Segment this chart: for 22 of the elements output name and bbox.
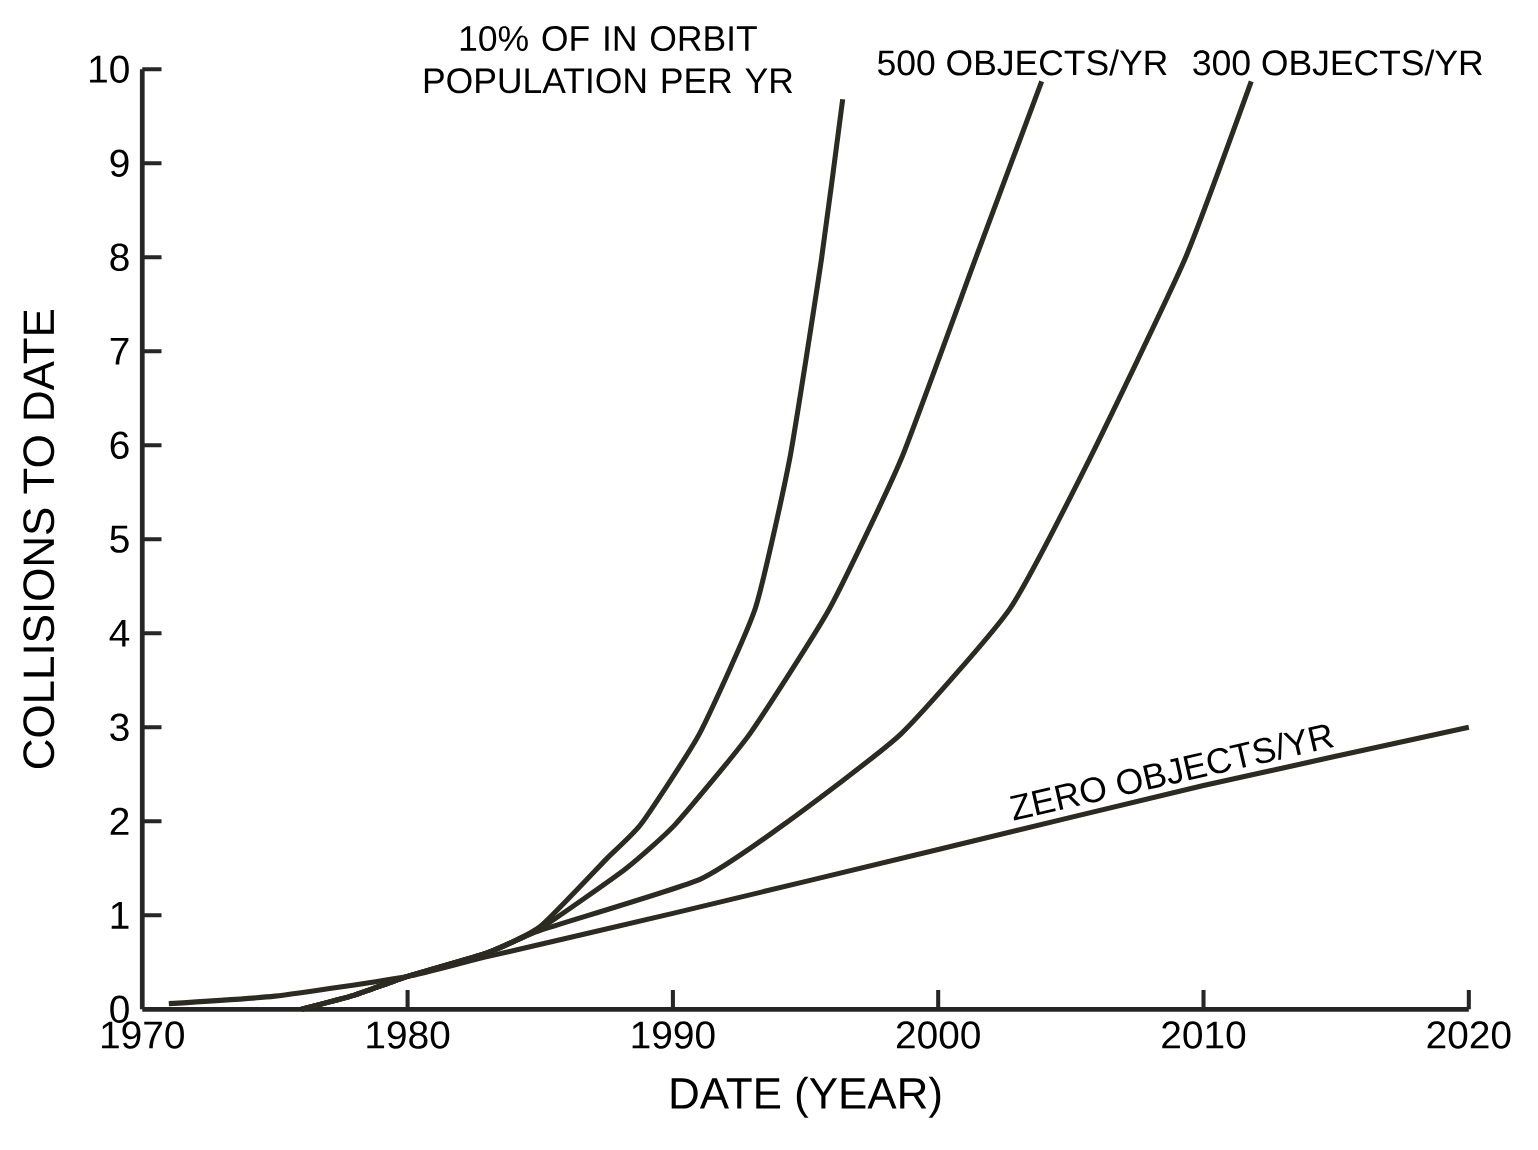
x-tick-label: 2010 [1162,1021,1246,1049]
y-tick-label: 1 [111,902,129,929]
y-tick-label: 2 [110,807,129,836]
y-tick-label: 0 [110,995,129,1024]
y-tick-label: 6 [110,431,129,460]
series-label: 10% OF IN ORBIT POPULATION PER YR [424,26,793,94]
series-label: 300 OBJECTS/YR [1193,49,1482,76]
x-tick-label: 2020 [1427,1021,1511,1049]
y-tick-label: 4 [109,620,130,647]
x-tick-label: 1980 [367,1021,450,1049]
y-tick-label: 7 [110,338,129,365]
x-tick-label: 2000 [896,1021,980,1049]
y-axis-title: COLLISIONS TO DATE [23,310,55,769]
y-tick-label: 10 [90,55,129,84]
y-tick-label: 8 [110,243,129,272]
y-tick-label: 9 [110,149,129,178]
x-tick-label: 1990 [632,1021,715,1049]
x-tick-label: 1970 [102,1021,184,1049]
x-axis-title: DATE (YEAR) [671,1076,941,1118]
y-tick-label: 5 [110,525,129,553]
y-tick-label: 3 [110,713,129,742]
series-label: 500 OBJECTS/YR [877,49,1167,76]
